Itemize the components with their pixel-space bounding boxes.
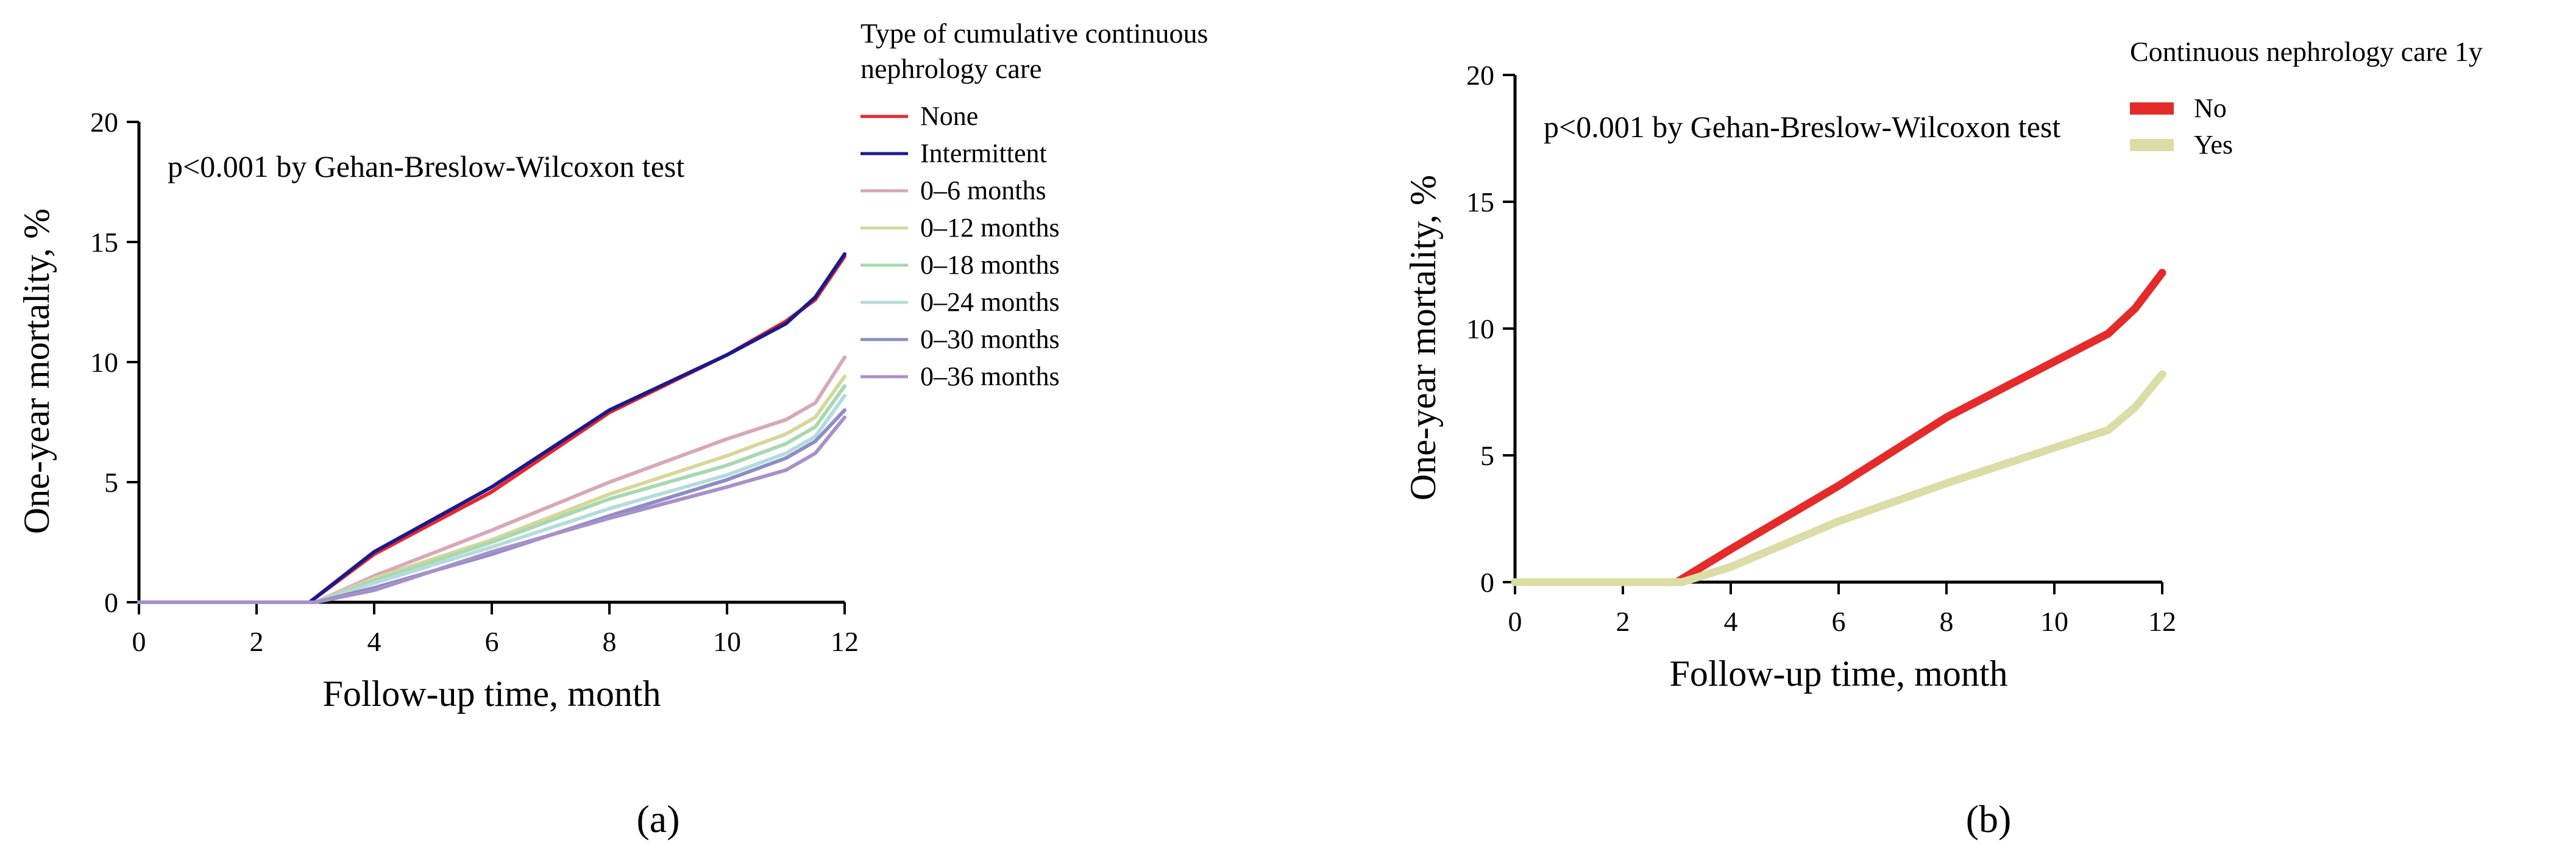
- legend-item-label: 0–6 months: [920, 176, 1046, 205]
- y-tick-label: 10: [1466, 313, 1494, 344]
- x-tick-label: 10: [713, 626, 741, 657]
- x-tick-label: 12: [2148, 606, 2176, 637]
- series-line-7: [137, 415, 846, 604]
- legend-title: Type of cumulative continuous: [860, 18, 1208, 49]
- y-tick-label: 20: [90, 107, 118, 138]
- x-axis-title: Follow-up time, month: [1670, 653, 2008, 694]
- legend-item-label: 0–18 months: [920, 250, 1060, 280]
- y-tick-label: 0: [104, 587, 118, 618]
- y-tick-label: 10: [90, 347, 118, 378]
- x-tick-label: 4: [367, 626, 381, 657]
- y-tick-label: 0: [1480, 567, 1494, 598]
- x-tick-label: 2: [250, 626, 264, 657]
- legend-item-label: None: [920, 101, 978, 131]
- legend-item-label: 0–30 months: [920, 324, 1060, 354]
- panel-a-chart: 0 2 4 6 8 10 12 0 5 10 15 20 Follow-up time, month On…: [16, 18, 1208, 841]
- x-tick-label: 2: [1616, 606, 1630, 637]
- legend-item-label: Intermittent: [920, 138, 1047, 168]
- x-tick-label: 0: [132, 626, 146, 657]
- x-tick-label: 0: [1508, 606, 1522, 637]
- legend-item-label: 0–12 months: [920, 213, 1060, 243]
- legend-title: Continuous nephrology care 1y: [2130, 36, 2483, 67]
- series-line-1: [137, 252, 846, 604]
- y-tick-label: 15: [90, 227, 118, 258]
- series-line-1: [1511, 370, 2166, 586]
- x-tick-label: 8: [603, 626, 617, 657]
- x-axis-title: Follow-up time, month: [323, 674, 661, 714]
- y-tick-label: 5: [104, 467, 118, 498]
- panel-b-chart: 0 2 4 6 8 10 12 0 5 10 15 20 Follow-up time, month On…: [1403, 36, 2483, 841]
- series-line-4: [137, 384, 846, 604]
- panel-label: (a): [636, 797, 679, 841]
- legend-item-label: Yes: [2194, 130, 2233, 160]
- legend-item-label: No: [2194, 93, 2227, 123]
- y-tick-label: 5: [1480, 440, 1494, 471]
- x-tick-label: 10: [2040, 606, 2068, 637]
- y-tick-label: 15: [1466, 187, 1494, 218]
- x-tick-label: 8: [1940, 606, 1954, 637]
- x-tick-label: 12: [831, 626, 859, 657]
- series-line-6: [137, 408, 846, 604]
- series-line-3: [137, 374, 846, 604]
- legend-title: nephrology care: [860, 53, 1042, 84]
- y-axis-title: One-year mortality, %: [16, 208, 57, 534]
- y-tick-label: 20: [1466, 60, 1494, 91]
- legend-item-label: 0–36 months: [920, 361, 1060, 391]
- p-value-annotation: p<0.001 by Gehan-Breslow-Wilcoxon test: [168, 149, 684, 183]
- series-line-5: [137, 394, 846, 604]
- series-line-2: [137, 355, 846, 604]
- x-tick-label: 6: [1832, 606, 1846, 637]
- panel-label: (b): [1966, 797, 2012, 841]
- y-axis-title: One-year mortality, %: [1403, 175, 1443, 500]
- legend-item-label: 0–24 months: [920, 287, 1060, 317]
- p-value-annotation: p<0.001 by Gehan-Breslow-Wilcoxon test: [1544, 110, 2060, 144]
- series-line-0: [1511, 269, 2166, 586]
- x-tick-label: 6: [485, 626, 499, 657]
- x-tick-label: 4: [1724, 606, 1738, 637]
